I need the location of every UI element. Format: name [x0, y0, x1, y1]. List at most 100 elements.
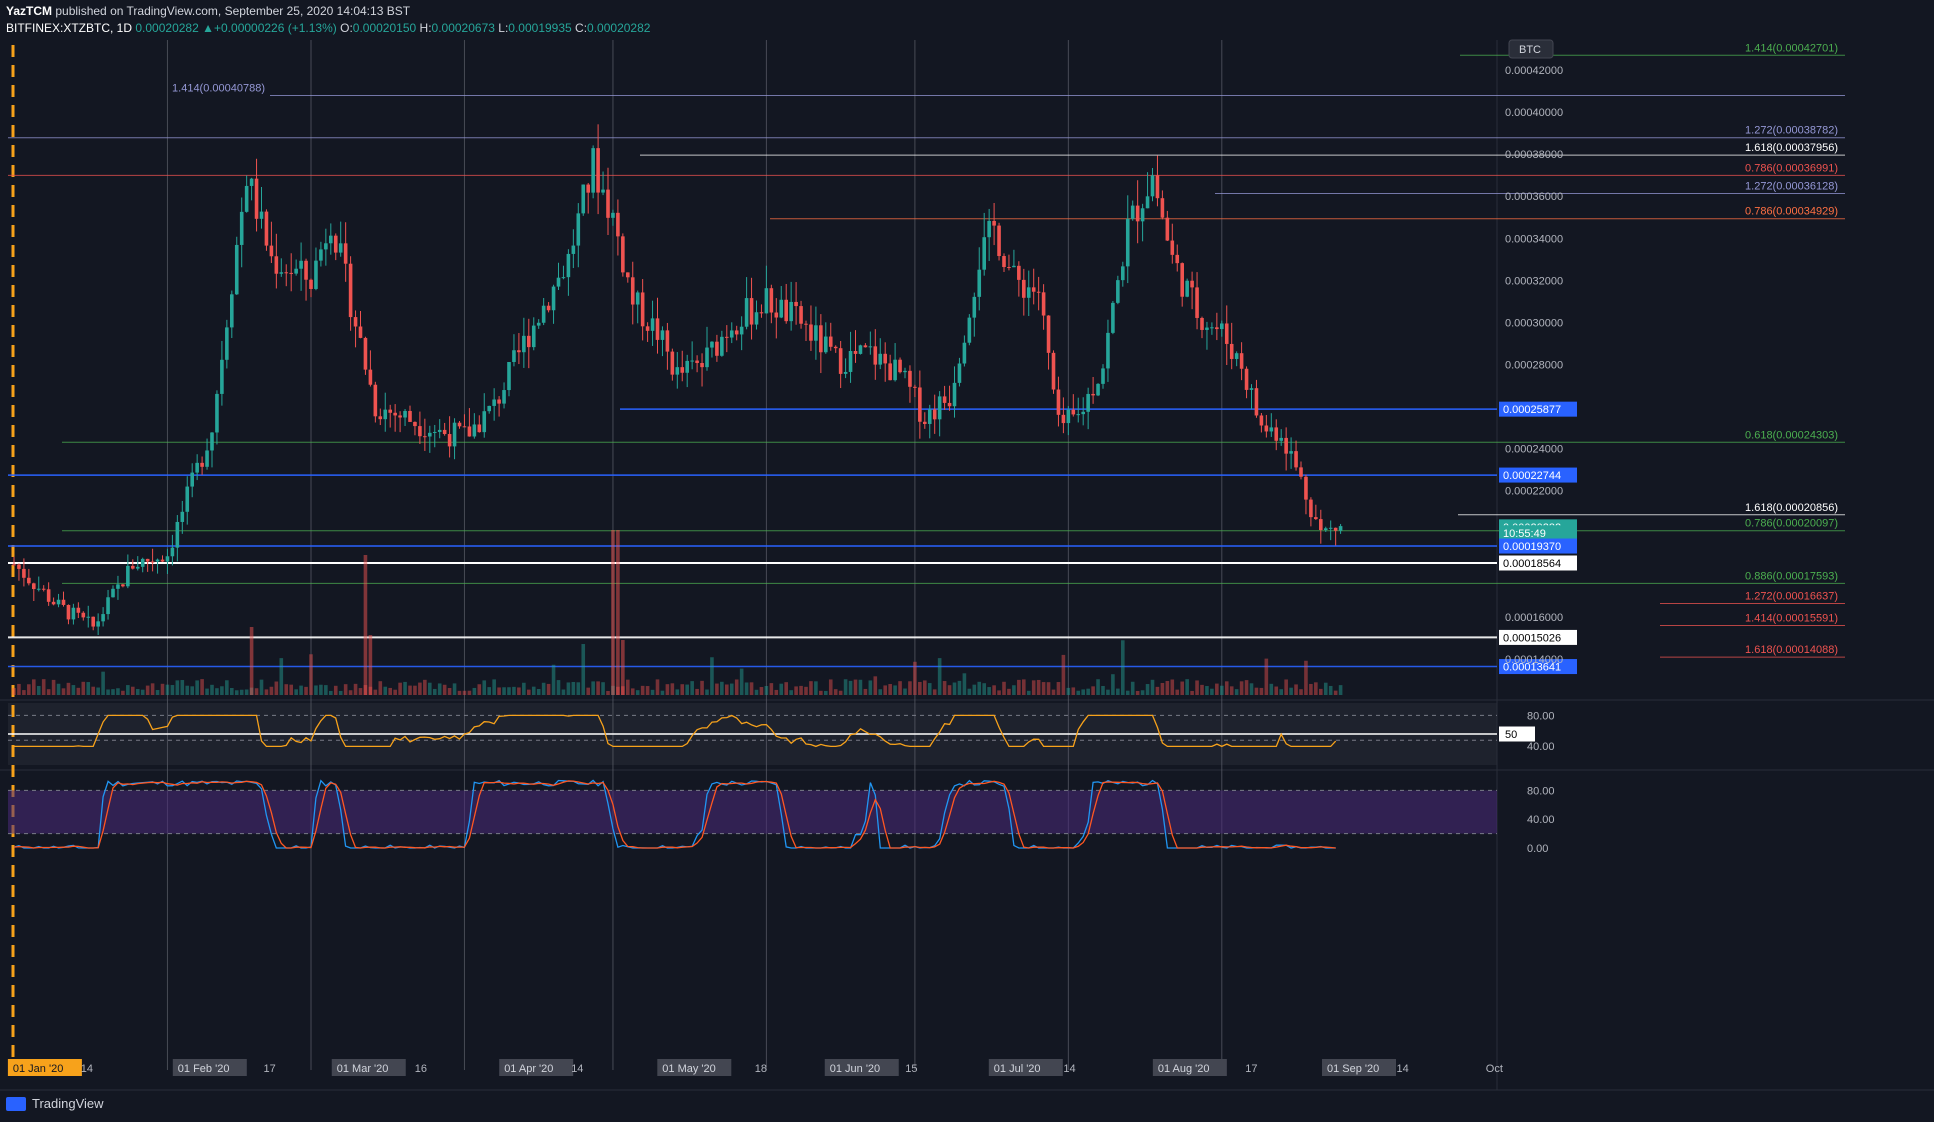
author-name[interactable]: YazTCM — [6, 4, 53, 18]
candle-body — [739, 326, 744, 335]
volume-bar — [329, 690, 333, 695]
fib-level-label: 0.786(0.00036991) — [1745, 162, 1838, 174]
candle-body — [1051, 352, 1056, 390]
candle-body — [546, 305, 551, 311]
candle-body — [982, 237, 986, 270]
volume-bar — [541, 682, 546, 695]
volume-bar — [626, 679, 630, 695]
volume-bar — [66, 682, 71, 695]
candle-body — [1239, 353, 1244, 369]
volume-bar — [388, 687, 392, 695]
candle-body — [1106, 332, 1110, 369]
volume-bar — [22, 690, 26, 695]
volume-bar — [1041, 682, 1046, 695]
candle-body — [333, 235, 338, 253]
candle-body — [145, 558, 150, 562]
candle-body — [616, 212, 620, 237]
volume-bar — [1289, 687, 1293, 695]
volume-bar — [32, 679, 36, 695]
volume-bar — [51, 679, 56, 695]
candle-body — [828, 336, 833, 347]
candle-body — [665, 330, 670, 352]
candle-body — [1259, 415, 1264, 426]
volume-bar — [705, 689, 709, 695]
currency-label: BTC — [1519, 44, 1541, 56]
candle-body — [1190, 280, 1194, 288]
volume-bar — [838, 690, 843, 695]
volume-bar — [160, 683, 165, 695]
candle-body — [22, 568, 26, 578]
volume-bar — [299, 685, 303, 695]
candle-body — [1215, 327, 1219, 330]
fib-level-label: 1.414(0.00040788) — [172, 82, 265, 94]
volume-bar — [41, 679, 46, 695]
volume-bar — [1086, 688, 1090, 695]
candle-body — [873, 346, 878, 365]
candle-body — [289, 272, 293, 274]
candle-body — [363, 337, 368, 370]
volume-bar — [739, 668, 744, 695]
volume-bar — [46, 689, 51, 695]
volume-spike — [616, 530, 620, 695]
candle-body — [611, 212, 615, 218]
candle-body — [878, 353, 883, 365]
volume-bar — [289, 684, 293, 695]
candle-body — [774, 312, 779, 318]
volume-bar — [957, 680, 962, 695]
candle-body — [1175, 254, 1180, 264]
candle-body — [1031, 287, 1036, 292]
volume-bar — [972, 684, 977, 695]
volume-bar — [680, 684, 685, 695]
volume-bar — [432, 688, 437, 695]
candle-body — [556, 277, 561, 287]
candle-body — [116, 584, 120, 589]
candle-body — [41, 588, 46, 590]
candle-body — [185, 486, 190, 512]
volume-bar — [1244, 680, 1249, 695]
volume-bar — [1185, 679, 1189, 695]
volume-bar — [1229, 686, 1234, 695]
candle-body — [769, 288, 774, 313]
fib-level-label: 1.414(0.00015591) — [1745, 613, 1838, 625]
candle-body — [66, 604, 71, 620]
candle-body — [398, 415, 402, 418]
volume-bar — [794, 686, 798, 695]
volume-bar — [428, 682, 432, 695]
tradingview-brand[interactable]: TradingView — [6, 1096, 104, 1111]
volume-bar — [918, 681, 922, 695]
volume-bar — [36, 685, 41, 695]
candle-body — [517, 350, 521, 353]
candle-body — [1121, 266, 1125, 281]
price-badge-text: 0.00019370 — [1503, 541, 1561, 553]
volume-bar — [863, 688, 868, 695]
candle-body — [690, 360, 694, 362]
candle-body — [373, 384, 378, 417]
volume-bar — [670, 683, 675, 695]
volume-bar — [903, 688, 907, 695]
candle-body — [388, 409, 392, 413]
volume-bar — [304, 686, 308, 695]
candle-body — [274, 256, 279, 274]
price-axis-label: 0.00022000 — [1505, 486, 1563, 498]
volume-bar — [630, 688, 635, 695]
volume-bar — [1314, 682, 1318, 695]
volume-bar — [517, 687, 521, 695]
price-change-arrow-icon: ▲ — [202, 21, 214, 35]
candle-body — [12, 564, 16, 566]
volume-bar — [442, 684, 447, 695]
volume-bar — [131, 686, 135, 695]
time-axis-label: 16 — [415, 1063, 427, 1075]
volume-bar — [720, 681, 724, 695]
volume-bar — [1145, 684, 1150, 695]
price-axis-label: 0.00016000 — [1505, 612, 1563, 624]
candle-body — [195, 462, 199, 473]
candle-body — [215, 393, 219, 433]
candle-body — [729, 330, 734, 338]
published-text: published on TradingView.com, September … — [55, 4, 411, 18]
volume-bar — [1056, 682, 1061, 695]
candle-body — [937, 396, 942, 420]
volume-bar — [269, 686, 274, 695]
candle-body — [947, 402, 952, 407]
volume-bar — [1150, 679, 1155, 695]
